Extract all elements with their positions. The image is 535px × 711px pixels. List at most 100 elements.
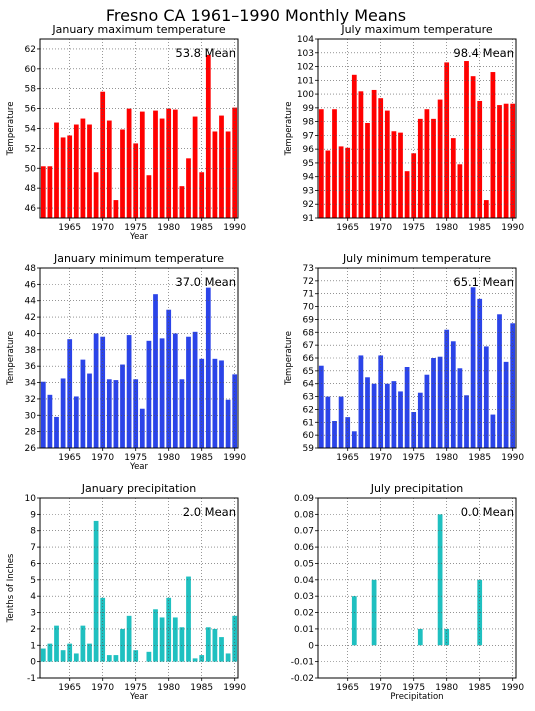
y-tick-label: 36 xyxy=(25,362,37,372)
mean-label: 98.4 Mean xyxy=(453,46,514,60)
bar-1964 xyxy=(338,146,344,218)
bar-1976 xyxy=(417,392,423,448)
chart-panel-6: July precipitation -0.02 -0.01 0 0.01 0.02 0.0… xyxy=(291,482,525,702)
bar-1967 xyxy=(358,355,364,448)
x-tick-label: 1975 xyxy=(124,683,147,693)
plot-frame xyxy=(317,267,517,449)
plot-frame xyxy=(39,497,239,679)
bar-1984 xyxy=(192,658,198,662)
bar-1969 xyxy=(93,520,99,662)
bar-1985 xyxy=(199,655,205,662)
x-tick-label: 1970 xyxy=(91,683,114,693)
bar-1990 xyxy=(232,615,238,662)
x-tick-label: 1980 xyxy=(435,453,458,463)
y-tick-label: 44 xyxy=(25,297,37,307)
bar-1987 xyxy=(212,131,218,218)
y-tick-label: 73 xyxy=(303,264,314,274)
bar-1973 xyxy=(398,132,403,218)
bar-1982 xyxy=(457,368,463,448)
x-tick-label: 1990 xyxy=(501,453,524,463)
x-tick-label: 1965 xyxy=(58,453,81,463)
y-tick-label: 102 xyxy=(297,63,314,73)
plot-frame xyxy=(317,38,517,219)
plot-area xyxy=(318,498,516,678)
x-tick-label: 1970 xyxy=(369,223,392,233)
bar-1983 xyxy=(464,61,469,219)
bar-1969 xyxy=(371,383,377,448)
bar-1970 xyxy=(378,98,384,218)
bar-1969 xyxy=(371,89,377,218)
bar-1989 xyxy=(225,653,231,662)
y-tick-label: 34 xyxy=(25,379,37,389)
chart-title: July maximum temperature xyxy=(340,23,493,36)
bar-1988 xyxy=(219,360,224,448)
y-tick-label: 40 xyxy=(25,329,37,339)
plot-frame xyxy=(317,497,517,679)
y-tick-label: 68 xyxy=(303,328,315,338)
bar-1978 xyxy=(153,110,158,218)
bar-1981 xyxy=(450,138,456,218)
bar-1963 xyxy=(332,421,337,448)
bar-1965 xyxy=(345,147,351,218)
bar-1989 xyxy=(225,399,231,448)
bar-1961 xyxy=(40,648,46,662)
bar-1968 xyxy=(365,377,370,448)
bar-1986 xyxy=(483,200,489,218)
bar-1972 xyxy=(113,380,119,448)
bar-1966 xyxy=(73,396,79,448)
x-axis-label: Precipitation xyxy=(390,692,443,702)
x-tick-label: 1975 xyxy=(124,223,147,233)
y-tick-label: 2 xyxy=(30,625,36,635)
mean-label: 0.0 Mean xyxy=(461,505,514,519)
bar-1974 xyxy=(126,108,132,218)
y-tick-label: 66 xyxy=(303,354,315,364)
y-tick-label: 30 xyxy=(25,411,37,421)
y-tick-label: 69 xyxy=(303,315,315,325)
x-tick-label: 1980 xyxy=(435,223,458,233)
y-tick-label: 56 xyxy=(25,105,37,115)
bar-1962 xyxy=(47,394,53,448)
bar-1990 xyxy=(510,103,516,218)
y-tick-label: 4 xyxy=(30,592,36,602)
bar-1963 xyxy=(54,416,59,448)
y-tick-label: 104 xyxy=(297,35,314,45)
x-tick-label: 1965 xyxy=(58,223,81,233)
bar-1968 xyxy=(87,124,92,218)
bar-1973 xyxy=(120,628,125,662)
bar-1978 xyxy=(431,118,436,218)
bar-1971 xyxy=(106,120,112,218)
y-tick-label: 32 xyxy=(25,395,36,405)
chart-panel-3: January minimum temperature 26 28 30 32 34 36 3… xyxy=(6,252,246,472)
x-tick-label: 1990 xyxy=(223,683,246,693)
bar-1965 xyxy=(67,339,73,448)
bar-1970 xyxy=(100,91,106,218)
x-tick-label: 1975 xyxy=(402,683,425,693)
bar-1968 xyxy=(87,643,92,662)
bar-1973 xyxy=(120,364,125,448)
y-tick-label: 59 xyxy=(303,444,315,454)
chart-panel-5: January precipitation -1 0 1 2 3 4 5 6 7 8 9 10 1965 1… xyxy=(6,482,246,702)
y-tick-label: 94 xyxy=(303,173,315,183)
y-axis-label: Tenths of Inches xyxy=(6,553,16,623)
y-tick-label: 0.08 xyxy=(294,510,314,520)
bar-1961 xyxy=(40,381,46,448)
y-tick-label: 97 xyxy=(303,131,314,141)
bar-1974 xyxy=(404,367,410,448)
bar-1972 xyxy=(391,131,397,218)
bar-1982 xyxy=(179,627,185,662)
y-tick-label: 48 xyxy=(25,264,37,274)
y-tick-label: 70 xyxy=(303,303,315,313)
x-tick-label: 1970 xyxy=(369,453,392,463)
bar-1982 xyxy=(457,164,463,218)
y-tick-label: 46 xyxy=(25,280,37,290)
y-tick-label: 101 xyxy=(297,76,314,86)
bar-1986 xyxy=(205,627,211,662)
x-tick-label: 1970 xyxy=(91,223,114,233)
x-tick-label: 1965 xyxy=(336,223,359,233)
bar-1981 xyxy=(172,109,178,218)
x-tick-label: 1975 xyxy=(402,223,425,233)
bar-1971 xyxy=(384,383,390,448)
plot-frame xyxy=(39,38,239,219)
x-tick-label: 1975 xyxy=(402,453,425,463)
